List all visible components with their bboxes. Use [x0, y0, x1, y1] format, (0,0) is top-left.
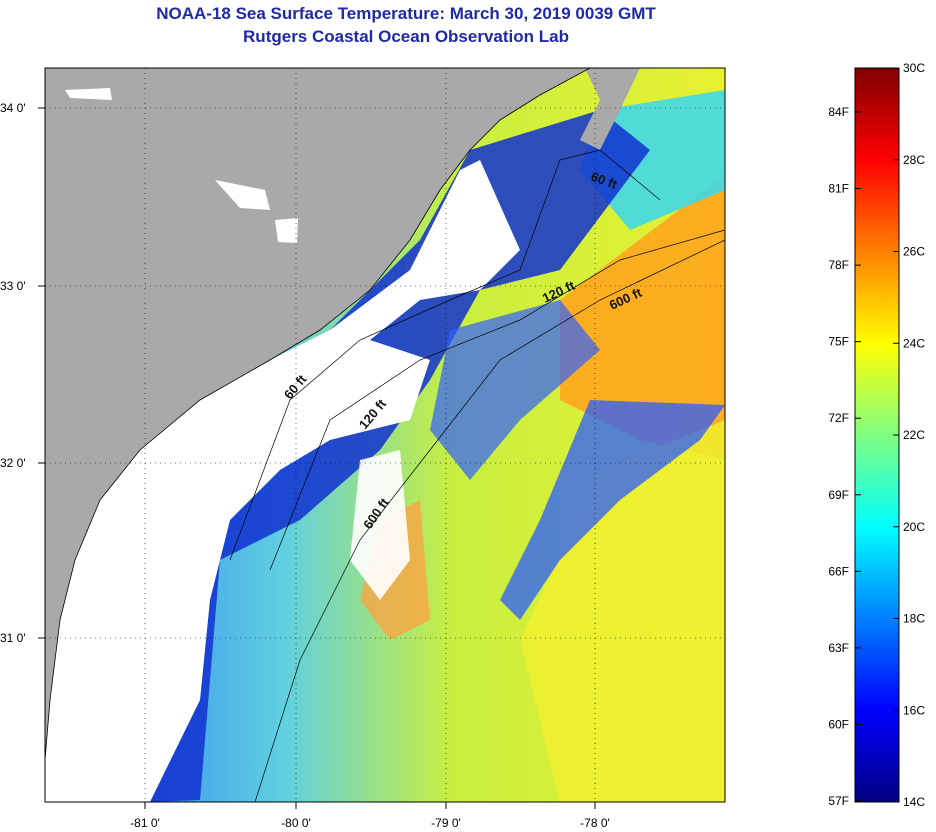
land-area: [45, 68, 590, 760]
fahrenheit-label: 81F: [828, 182, 849, 196]
lake: [215, 180, 270, 210]
lat-tick-label: 32 0': [0, 456, 26, 470]
chart-subtitle: Rutgers Coastal Ocean Observation Lab: [243, 27, 569, 46]
lake: [65, 88, 112, 100]
cold-filament-2: [500, 400, 725, 620]
grid-lines: [45, 68, 725, 802]
celsius-label: 20C: [903, 520, 925, 534]
celsius-label: 22C: [903, 428, 925, 442]
chart-title: NOAA-18 Sea Surface Temperature: March 3…: [156, 4, 656, 23]
fahrenheit-label: 57F: [828, 794, 849, 808]
contour-120ft: [269, 229, 725, 571]
fahrenheit-label: 75F: [828, 335, 849, 349]
contour-600ft: [254, 239, 725, 802]
coastline: [45, 68, 591, 761]
celsius-label: 28C: [903, 153, 925, 167]
fahrenheit-label: 69F: [828, 488, 849, 502]
fahrenheit-label: 60F: [828, 717, 849, 731]
color-scale-ticks: [855, 67, 899, 803]
celsius-label: 26C: [903, 245, 925, 259]
lake: [275, 218, 298, 243]
gulf-stream-warm: [560, 175, 725, 460]
fahrenheit-label: 66F: [828, 564, 849, 578]
cloud-patch: [350, 450, 410, 600]
lat-tick-label: 34 0': [0, 101, 26, 115]
celsius-label: 24C: [903, 336, 925, 350]
color-scale-gradient: [854, 67, 900, 803]
cloud-mask: [45, 160, 520, 802]
fahrenheit-label: 72F: [828, 411, 849, 425]
lon-tick-label: -78 0': [580, 816, 610, 830]
lon-tick-label: -79 0': [431, 816, 461, 830]
lon-tick-label: -80 0': [281, 816, 311, 830]
contour-60ft: [229, 149, 661, 561]
color-scale-labels: 84F 81F 78F 75F 72F 69F 66F 63F 60F 57F 30C 28C 26C 2…: [828, 61, 925, 809]
offshore-warm: [520, 420, 725, 802]
celsius-label: 30C: [903, 61, 925, 75]
axis-ticks: [38, 107, 596, 809]
fahrenheit-label: 78F: [828, 258, 849, 272]
celsius-label: 14C: [903, 795, 925, 809]
celsius-label: 16C: [903, 703, 925, 717]
fahrenheit-label: 63F: [828, 641, 849, 655]
lat-tick-label: 31 0': [0, 631, 26, 645]
map-frame: [44, 67, 726, 803]
lat-tick-label: 33 0': [0, 279, 26, 293]
fahrenheit-label: 84F: [828, 105, 849, 119]
celsius-label: 18C: [903, 612, 925, 626]
cold-filament: [430, 300, 600, 480]
lon-tick-label: -81 0': [130, 816, 160, 830]
